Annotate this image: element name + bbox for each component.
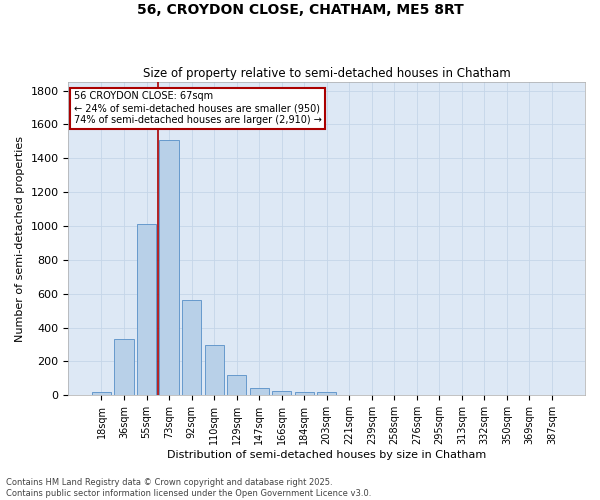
Text: 56, CROYDON CLOSE, CHATHAM, ME5 8RT: 56, CROYDON CLOSE, CHATHAM, ME5 8RT bbox=[137, 2, 463, 16]
Bar bbox=[115, 338, 134, 396]
Bar bbox=[317, 392, 336, 396]
Bar bbox=[160, 140, 179, 396]
Bar bbox=[250, 388, 269, 396]
Bar bbox=[92, 392, 111, 396]
Bar bbox=[227, 375, 246, 396]
Bar bbox=[137, 224, 156, 396]
Y-axis label: Number of semi-detached properties: Number of semi-detached properties bbox=[15, 136, 25, 342]
Title: Size of property relative to semi-detached houses in Chatham: Size of property relative to semi-detach… bbox=[143, 66, 511, 80]
Bar bbox=[272, 391, 291, 396]
X-axis label: Distribution of semi-detached houses by size in Chatham: Distribution of semi-detached houses by … bbox=[167, 450, 487, 460]
Bar bbox=[205, 344, 224, 396]
Text: Contains HM Land Registry data © Crown copyright and database right 2025.
Contai: Contains HM Land Registry data © Crown c… bbox=[6, 478, 371, 498]
Text: 56 CROYDON CLOSE: 67sqm
← 24% of semi-detached houses are smaller (950)
74% of s: 56 CROYDON CLOSE: 67sqm ← 24% of semi-de… bbox=[74, 92, 322, 124]
Bar bbox=[182, 300, 201, 396]
Bar bbox=[295, 392, 314, 396]
